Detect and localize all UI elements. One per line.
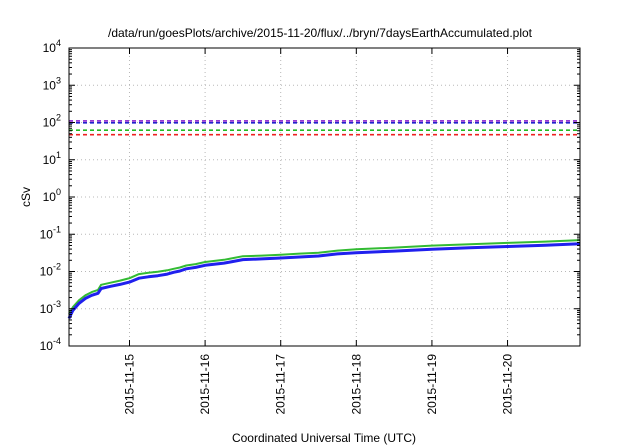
- x-tick-label: 2015-11-19: [425, 354, 439, 415]
- y-tick-label: 100: [43, 187, 61, 204]
- chart-title: /data/run/goesPlots/archive/2015-11-20/f…: [108, 26, 533, 40]
- y-tick-label: 104: [43, 38, 61, 55]
- x-axis-ticks: 2015-11-15 2015-11-16 2015-11-17 2015-11-18…: [122, 48, 515, 415]
- y-axis-ticks: 10-4 10-3 10-2 10-1 100 101 102 103 104: [40, 38, 580, 353]
- grid: [69, 48, 580, 346]
- y-axis-label: cSv: [19, 187, 33, 207]
- y-tick-label: 101: [43, 150, 61, 167]
- x-tick-label: 2015-11-16: [198, 354, 212, 415]
- x-tick-label: 2015-11-20: [501, 354, 515, 415]
- series-line: [68, 239, 581, 315]
- x-axis-label: Coordinated Universal Time (UTC): [232, 431, 416, 445]
- x-tick-label: 2015-11-18: [349, 354, 363, 415]
- x-tick-label: 2015-11-17: [274, 354, 288, 415]
- y-tick-label: 103: [43, 75, 61, 92]
- series-line: [67, 242, 581, 320]
- y-tick-label: 102: [43, 113, 61, 130]
- x-tick-label: 2015-11-15: [122, 354, 136, 415]
- threshold-lines: [69, 120, 580, 136]
- y-tick-label: 10-4: [40, 336, 61, 353]
- y-tick-label: 10-1: [40, 224, 61, 241]
- y-tick-label: 10-3: [40, 299, 61, 316]
- y-tick-label: 10-2: [40, 262, 61, 279]
- series-lines: [67, 239, 581, 320]
